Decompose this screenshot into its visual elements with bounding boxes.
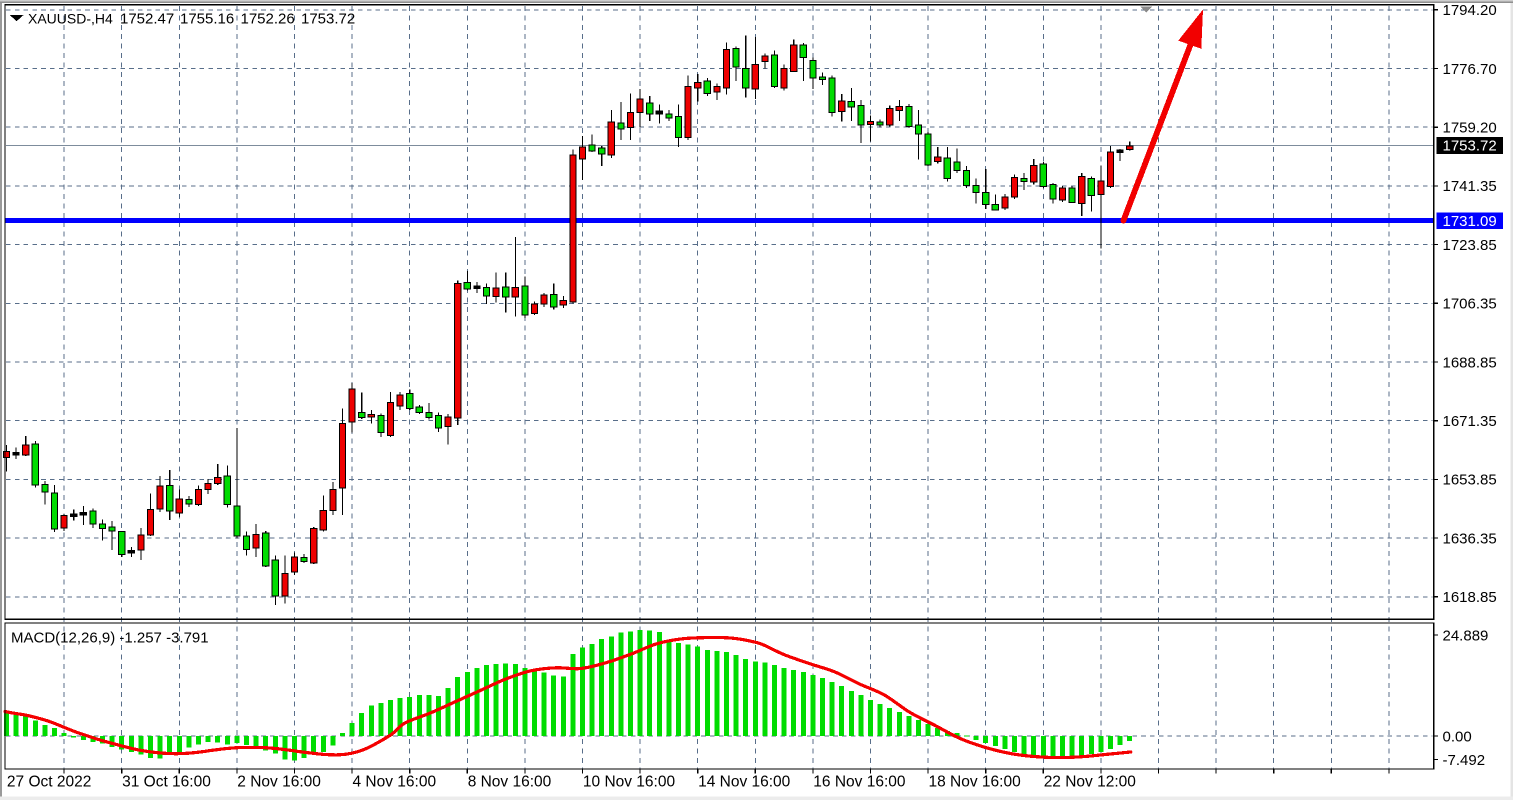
svg-text:1776.70: 1776.70 — [1443, 61, 1497, 78]
svg-text:1653.85: 1653.85 — [1443, 472, 1497, 489]
svg-text:14 Nov 16:00: 14 Nov 16:00 — [698, 774, 791, 791]
svg-text:31 Oct 16:00: 31 Oct 16:00 — [122, 774, 211, 791]
svg-text:1618.85: 1618.85 — [1443, 589, 1497, 606]
svg-text:1723.85: 1723.85 — [1443, 237, 1497, 254]
svg-text:1752.26: 1752.26 — [241, 11, 295, 28]
svg-text:4 Nov 16:00: 4 Nov 16:00 — [353, 774, 437, 791]
svg-text:8 Nov 16:00: 8 Nov 16:00 — [468, 774, 552, 791]
svg-text:27 Oct 2022: 27 Oct 2022 — [7, 774, 91, 791]
svg-text:0.00: 0.00 — [1443, 728, 1472, 745]
svg-text:-7.492: -7.492 — [1443, 752, 1486, 769]
svg-text:1752.47: 1752.47 — [120, 11, 174, 28]
svg-text:18 Nov 16:00: 18 Nov 16:00 — [929, 774, 1022, 791]
svg-text:24.889: 24.889 — [1443, 627, 1489, 644]
svg-text:1755.16: 1755.16 — [180, 11, 234, 28]
svg-text:MACD(12,26,9) -1.257 -3.791: MACD(12,26,9) -1.257 -3.791 — [11, 630, 209, 647]
svg-text:1706.35: 1706.35 — [1443, 296, 1497, 313]
svg-text:1636.35: 1636.35 — [1443, 530, 1497, 547]
svg-text:XAUUSD-,H4: XAUUSD-,H4 — [28, 11, 113, 27]
svg-text:16 Nov 16:00: 16 Nov 16:00 — [813, 774, 906, 791]
svg-text:1741.35: 1741.35 — [1443, 178, 1497, 195]
svg-text:1753.72: 1753.72 — [1443, 138, 1497, 155]
svg-text:1794.20: 1794.20 — [1443, 2, 1497, 19]
svg-text:1759.20: 1759.20 — [1443, 120, 1497, 137]
svg-text:2 Nov 16:00: 2 Nov 16:00 — [237, 774, 321, 791]
svg-text:22 Nov 12:00: 22 Nov 12:00 — [1044, 774, 1137, 791]
svg-text:1731.09: 1731.09 — [1443, 213, 1497, 230]
svg-text:1671.35: 1671.35 — [1443, 413, 1497, 430]
svg-text:10 Nov 16:00: 10 Nov 16:00 — [583, 774, 676, 791]
svg-text:1753.72: 1753.72 — [301, 11, 355, 28]
svg-text:1688.85: 1688.85 — [1443, 354, 1497, 371]
